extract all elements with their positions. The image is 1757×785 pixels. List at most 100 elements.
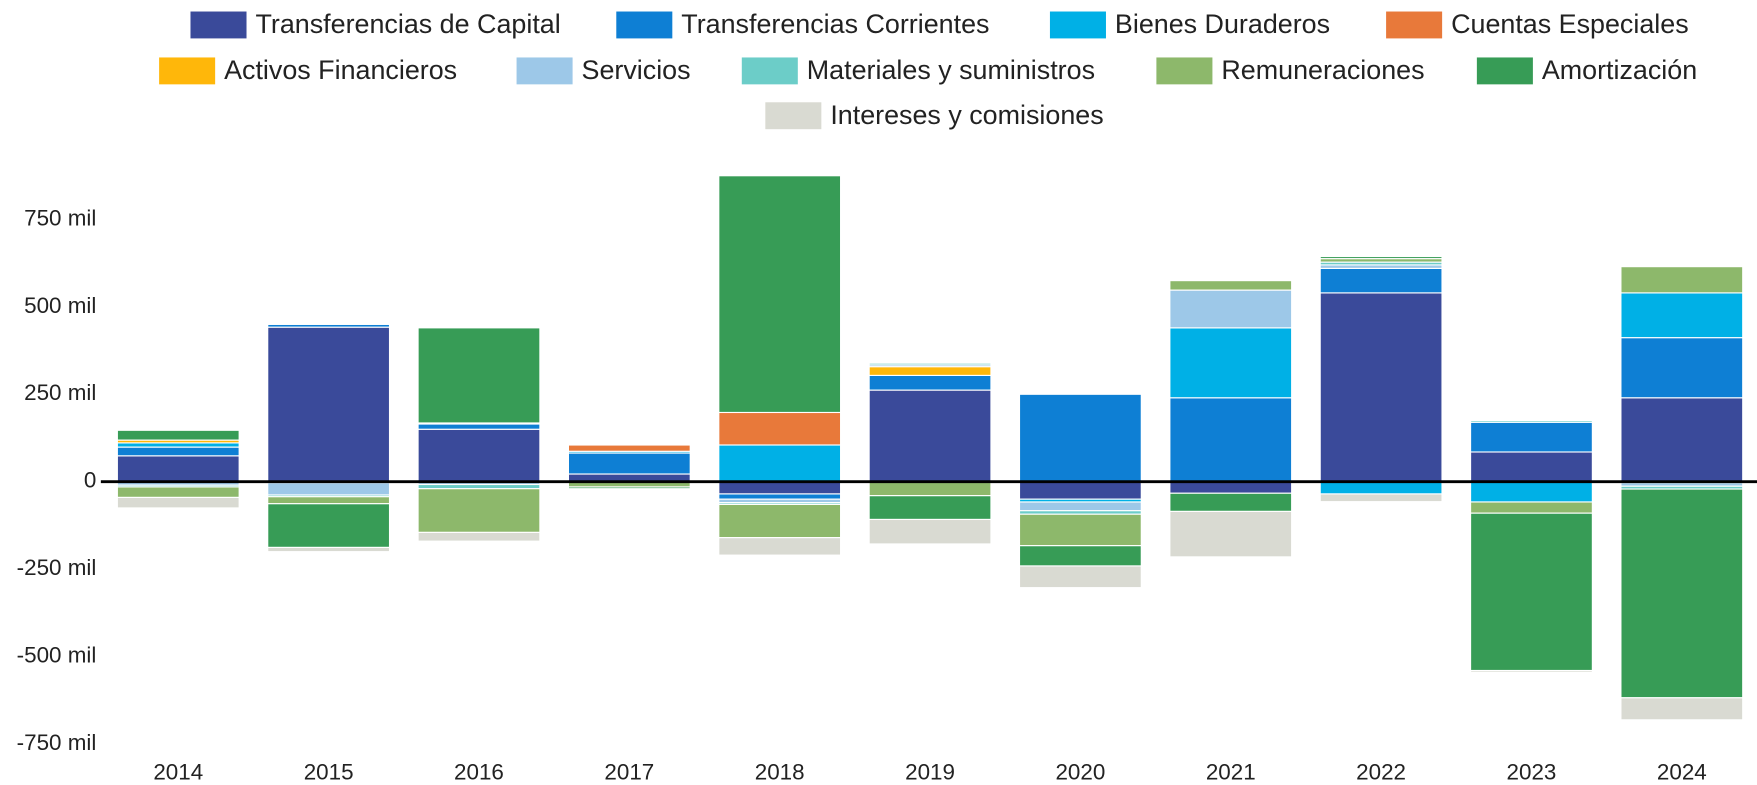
- bar-segment: [1620, 397, 1744, 483]
- x-tick-label: 2017: [604, 759, 654, 784]
- legend-swatch: [1386, 11, 1443, 39]
- x-tick-label: 2014: [153, 759, 203, 784]
- bar-segment: [1018, 513, 1142, 547]
- legend-label: Transferencias de Capital: [255, 9, 560, 39]
- bar-segment: [1470, 669, 1593, 673]
- bar-segment: [1470, 512, 1593, 672]
- x-tick-label: 2018: [755, 759, 805, 784]
- bar-segment: [116, 429, 240, 441]
- y-tick-label: 500 mil: [24, 293, 96, 318]
- bar-segment: [1470, 419, 1593, 423]
- bar-segment: [1319, 493, 1443, 503]
- bar-segment: [718, 537, 842, 556]
- y-tick-label: 250 mil: [24, 380, 96, 405]
- bar-segment: [1169, 289, 1293, 329]
- x-tick-label: 2019: [905, 759, 955, 784]
- bar-segment: [1319, 267, 1443, 294]
- bar-segment: [1470, 501, 1593, 514]
- bar-segment: [1470, 451, 1593, 483]
- bar-segment: [1319, 481, 1443, 495]
- bar-segment: [1319, 292, 1443, 483]
- bar-segment: [267, 326, 391, 483]
- bar-segment: [1319, 255, 1443, 260]
- bar-segment: [567, 444, 691, 452]
- legend-label: Servicios: [582, 55, 691, 85]
- x-tick-label: 2023: [1507, 759, 1557, 784]
- x-tick-label: 2024: [1657, 759, 1707, 784]
- bar-segment: [868, 362, 992, 366]
- y-tick-label: 0: [84, 468, 96, 493]
- bar-segment: [417, 483, 541, 490]
- legend-swatch: [190, 11, 247, 39]
- bar-segment: [1620, 337, 1744, 399]
- bar-segment: [417, 428, 541, 483]
- bar-segment: [1620, 697, 1744, 721]
- bar-segment: [718, 444, 842, 483]
- y-tick-label: -250 mil: [17, 555, 97, 580]
- bar-segment: [1620, 292, 1744, 339]
- x-tick-label: 2021: [1206, 759, 1256, 784]
- legend-label: Cuentas Especiales: [1451, 9, 1689, 39]
- bar-segment: [417, 423, 541, 430]
- y-tick-label: -750 mil: [17, 730, 97, 755]
- bar-segment: [1470, 421, 1593, 453]
- x-tick-label: 2016: [454, 759, 504, 784]
- bar-segment: [1620, 488, 1744, 699]
- bar-segment: [116, 496, 240, 509]
- bar-segment: [1169, 510, 1293, 558]
- bar-segment: [1018, 545, 1142, 567]
- legend-label: Activos Financieros: [224, 55, 457, 85]
- legend-label: Intereses y comisiones: [830, 100, 1103, 130]
- bar-segment: [417, 531, 541, 542]
- bar-segment: [718, 175, 842, 414]
- bar-segment: [868, 366, 992, 376]
- bar-segment: [868, 495, 992, 521]
- bar-segment: [868, 518, 992, 545]
- bar-segment: [1620, 266, 1744, 294]
- legend-swatch: [1049, 11, 1106, 39]
- legend-swatch: [741, 57, 798, 85]
- bar-segment: [417, 327, 541, 424]
- bar-segment: [1470, 481, 1593, 503]
- bar-segment: [1169, 397, 1293, 483]
- bar-segment: [267, 546, 391, 553]
- legend-swatch: [159, 57, 216, 85]
- bar-segment: [718, 411, 842, 446]
- legend-swatch: [765, 102, 822, 130]
- bar-segment: [1018, 393, 1142, 483]
- legend-label: Bienes Duraderos: [1115, 9, 1330, 39]
- bar-segment: [868, 389, 992, 483]
- bar-segment: [116, 446, 240, 457]
- x-tick-label: 2022: [1356, 759, 1406, 784]
- bar-segment: [718, 493, 842, 500]
- bar-segment: [1169, 280, 1293, 291]
- bar-segment: [567, 486, 691, 490]
- bar-segment: [1169, 481, 1293, 494]
- bar-segment: [267, 496, 391, 505]
- legend-swatch: [616, 11, 673, 39]
- legend-swatch: [1156, 57, 1213, 85]
- bar-segment: [718, 503, 842, 539]
- bar-segment: [567, 443, 691, 446]
- y-tick-label: 750 mil: [24, 205, 96, 230]
- bar-segment: [267, 322, 391, 325]
- legend-label: Amortización: [1542, 55, 1697, 85]
- bar-segment: [116, 455, 240, 483]
- bar-segment: [116, 486, 240, 498]
- bar-segment: [1018, 501, 1142, 512]
- bar-segment: [868, 374, 992, 391]
- bar-segment: [567, 452, 691, 475]
- legend-label: Transferencias Corrientes: [681, 9, 989, 39]
- x-tick-label: 2020: [1055, 759, 1105, 784]
- bar-segment: [1018, 565, 1142, 589]
- legend-swatch: [1476, 57, 1533, 85]
- legend-label: Remuneraciones: [1221, 55, 1424, 85]
- bar-segment: [116, 442, 240, 448]
- bar-segment: [1169, 492, 1293, 512]
- legend-swatch: [516, 57, 573, 85]
- bar-segment: [267, 503, 391, 548]
- bar-segment: [868, 481, 992, 497]
- x-tick-label: 2015: [304, 759, 354, 784]
- legend-label: Materiales y suministros: [807, 55, 1095, 85]
